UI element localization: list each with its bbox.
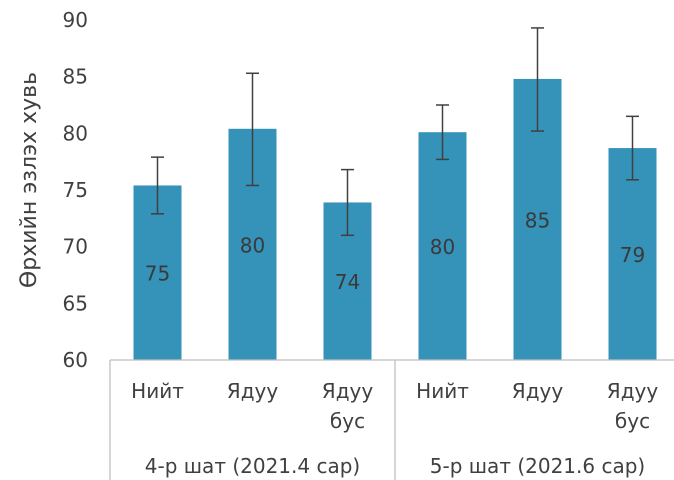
group-label: 4-р шат (2021.4 сар): [145, 454, 360, 478]
data-label: 79: [620, 243, 645, 267]
category-label: бус: [330, 409, 365, 433]
bar: [418, 132, 467, 360]
bar: [608, 148, 657, 360]
y-axis-ticks: 60 65 70 75 80 85 90: [63, 8, 88, 372]
bars: [133, 78, 657, 360]
y-tick-label: 90: [63, 8, 88, 32]
category-label: бус: [615, 409, 650, 433]
category-label: Ядуу: [322, 379, 374, 403]
data-label: 74: [335, 270, 360, 294]
y-tick-label: 85: [63, 65, 88, 89]
category-label: Ядуу: [607, 379, 659, 403]
category-label: Ядуу: [512, 379, 564, 403]
group-label: 5-р шат (2021.6 сар): [430, 454, 645, 478]
y-axis-title: Өрхийн эзлэх хувь: [17, 72, 42, 288]
error-bars: [151, 27, 639, 237]
data-label: 85: [525, 208, 550, 232]
y-tick-label: 60: [63, 348, 88, 372]
y-tick-label: 75: [63, 178, 88, 202]
category-label: Нийт: [416, 379, 469, 403]
category-label: Нийт: [131, 379, 184, 403]
y-tick-label: 70: [63, 235, 88, 259]
bar: [133, 185, 182, 360]
y-tick-label: 80: [63, 121, 88, 145]
category-label: Ядуу: [227, 379, 279, 403]
y-tick-label: 65: [63, 291, 88, 315]
data-label: 75: [145, 262, 170, 286]
x-axis: Нийт Ядуу Ядуу бус 4-р шат (2021.4 сар) Нийт Я…: [109, 359, 674, 480]
data-labels: 75 80 74 80 85 79: [145, 208, 645, 294]
data-label: 80: [430, 235, 455, 259]
data-label: 80: [240, 233, 265, 257]
